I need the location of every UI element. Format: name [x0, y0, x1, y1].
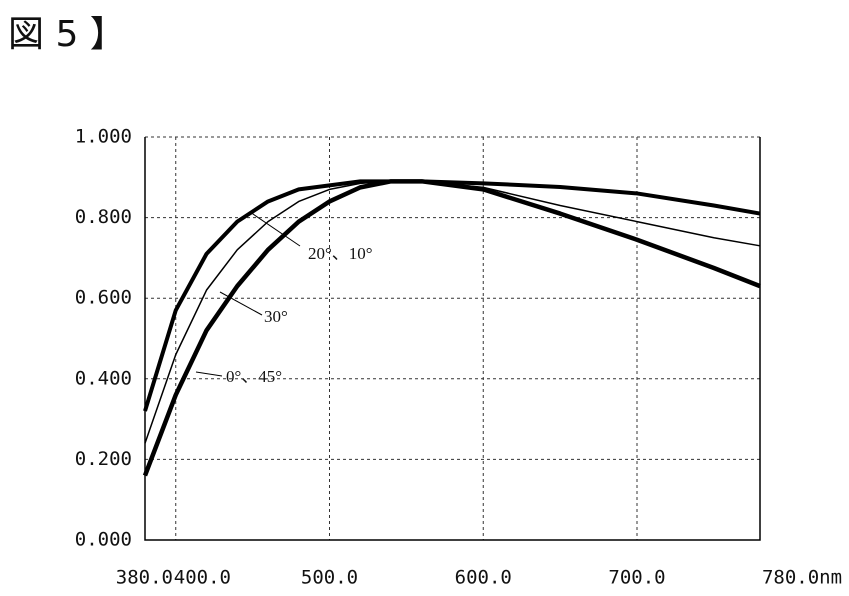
chart-title: 図 5 】	[8, 14, 126, 55]
x-tick-label: 500.0	[301, 567, 358, 589]
x-tick-label: 700.0	[608, 567, 665, 589]
y-tick-label: 0.800	[75, 206, 132, 228]
series-label: 20°、10°	[308, 244, 373, 263]
series-label: 30°	[264, 307, 288, 326]
y-tick-label: 0.000	[75, 529, 132, 551]
x-tick-label: 600.0	[455, 567, 512, 589]
y-tick-label: 1.000	[75, 126, 132, 148]
y-tick-label: 0.600	[75, 287, 132, 309]
y-tick-label: 0.400	[75, 367, 132, 389]
x-tick-label: 400.0	[174, 567, 231, 589]
leader-line	[196, 372, 222, 376]
x-tick-label: 380.0	[116, 567, 173, 589]
y-tick-label: 0.200	[75, 448, 132, 470]
series-label: 0°、45°	[226, 367, 282, 386]
x-tick-label: 780.0nm	[762, 567, 842, 589]
series-line	[145, 181, 760, 475]
